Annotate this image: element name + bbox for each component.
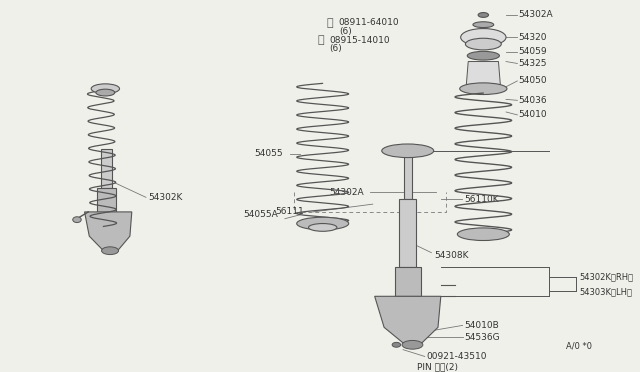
Text: 54010: 54010 [518, 110, 547, 119]
Text: PIN ピン(2): PIN ピン(2) [417, 363, 458, 372]
Polygon shape [399, 199, 416, 267]
Text: Ⓜ: Ⓜ [317, 35, 324, 45]
Text: 56111: 56111 [275, 208, 304, 217]
Ellipse shape [465, 38, 501, 50]
Ellipse shape [297, 217, 349, 230]
Text: 54036: 54036 [518, 96, 547, 105]
Polygon shape [404, 153, 412, 199]
Ellipse shape [458, 228, 509, 241]
Text: 08915-14010: 08915-14010 [330, 36, 390, 45]
Text: (6): (6) [339, 27, 351, 36]
Text: 54050: 54050 [518, 76, 547, 86]
Ellipse shape [467, 51, 499, 60]
Ellipse shape [460, 83, 507, 94]
Text: 08911-64010: 08911-64010 [339, 18, 399, 27]
Polygon shape [84, 212, 132, 251]
Text: 54303K〈LH〉: 54303K〈LH〉 [580, 287, 633, 296]
Text: 54320: 54320 [518, 33, 547, 42]
Text: 54055: 54055 [255, 149, 284, 158]
Text: 54302A: 54302A [330, 188, 364, 197]
Text: 54325: 54325 [518, 59, 547, 68]
Text: 54308K: 54308K [434, 251, 468, 260]
Polygon shape [394, 267, 421, 296]
Text: 00921-43510: 00921-43510 [427, 352, 487, 361]
Polygon shape [374, 296, 441, 343]
Ellipse shape [461, 29, 506, 46]
Text: 54010B: 54010B [465, 321, 499, 330]
Ellipse shape [478, 13, 488, 17]
Ellipse shape [96, 89, 115, 96]
Ellipse shape [73, 217, 81, 222]
Text: 54302K: 54302K [148, 193, 182, 202]
Ellipse shape [381, 144, 434, 158]
Ellipse shape [102, 247, 118, 254]
Text: 54302A: 54302A [518, 10, 553, 19]
Text: (6): (6) [330, 44, 342, 54]
Text: 56110K: 56110K [465, 195, 499, 204]
Text: 54536G: 54536G [465, 333, 500, 341]
Polygon shape [97, 187, 116, 212]
Text: A/0 *0: A/0 *0 [566, 341, 592, 351]
Text: Ⓝ: Ⓝ [327, 18, 333, 28]
Text: 54302K〈RH〉: 54302K〈RH〉 [580, 272, 634, 281]
Ellipse shape [91, 84, 120, 93]
Ellipse shape [402, 340, 423, 349]
Polygon shape [100, 149, 112, 187]
Ellipse shape [473, 22, 493, 28]
Ellipse shape [392, 342, 401, 347]
Ellipse shape [308, 224, 337, 231]
Text: 54059: 54059 [518, 47, 547, 56]
Text: 54055A: 54055A [243, 210, 278, 219]
Polygon shape [467, 61, 500, 85]
